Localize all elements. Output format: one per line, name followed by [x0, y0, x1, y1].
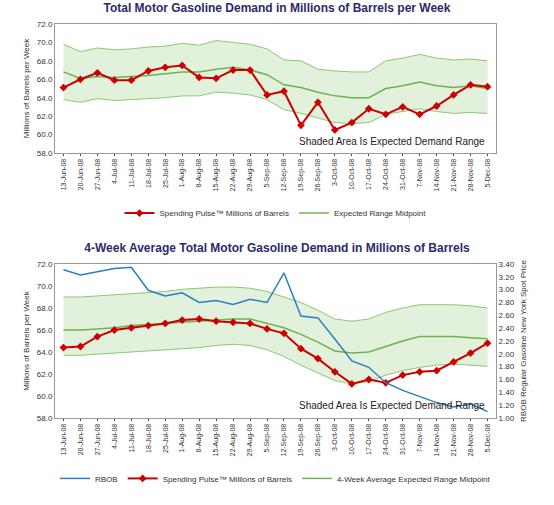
svg-text:5-Sep-08: 5-Sep-08: [263, 159, 271, 188]
svg-text:2.00: 2.00: [499, 350, 515, 359]
svg-text:62.0: 62.0: [37, 370, 53, 379]
svg-text:29-Aug-08: 29-Aug-08: [246, 159, 254, 192]
svg-text:11-Jul-08: 11-Jul-08: [128, 424, 135, 453]
svg-text:20-Jun-08: 20-Jun-08: [77, 424, 84, 456]
svg-text:68.0: 68.0: [37, 304, 53, 313]
svg-text:13-Jun-08: 13-Jun-08: [60, 159, 67, 191]
svg-text:60.0: 60.0: [37, 130, 53, 139]
svg-text:2.40: 2.40: [499, 324, 515, 333]
svg-text:RBOB Regular Gasoline New York: RBOB Regular Gasoline New York Spot Pric…: [519, 260, 528, 422]
svg-text:31-Oct-08: 31-Oct-08: [399, 424, 406, 455]
svg-text:72.0: 72.0: [37, 20, 53, 29]
svg-text:2.20: 2.20: [499, 337, 515, 346]
svg-text:12-Sep-08: 12-Sep-08: [280, 159, 288, 192]
svg-text:70.0: 70.0: [37, 282, 53, 291]
svg-text:72.0: 72.0: [37, 260, 53, 269]
svg-text:27-Jun-08: 27-Jun-08: [94, 424, 101, 456]
svg-text:19-Sep-08: 19-Sep-08: [297, 424, 305, 457]
svg-text:18-Jul-08: 18-Jul-08: [145, 159, 152, 188]
svg-text:12-Sep-08: 12-Sep-08: [280, 424, 288, 457]
svg-text:11-Jul-08: 11-Jul-08: [128, 159, 135, 188]
svg-text:RBOB: RBOB: [95, 475, 118, 484]
svg-text:7-Nov-08: 7-Nov-08: [416, 424, 423, 453]
svg-text:2.60: 2.60: [499, 311, 515, 320]
svg-text:8-Aug-08: 8-Aug-08: [195, 159, 203, 188]
svg-text:60.0: 60.0: [37, 392, 53, 401]
svg-text:62.0: 62.0: [37, 112, 53, 121]
svg-text:15-Aug-08: 15-Aug-08: [212, 424, 220, 457]
svg-text:20-Jun-08: 20-Jun-08: [77, 159, 84, 191]
svg-text:3.40: 3.40: [499, 260, 515, 269]
svg-text:Spending Pulse™ Millions of Ba: Spending Pulse™ Millions of Barrels: [163, 475, 292, 484]
svg-text:25-Jul-08: 25-Jul-08: [162, 424, 169, 453]
svg-text:68.0: 68.0: [37, 57, 53, 66]
svg-text:1.20: 1.20: [499, 401, 515, 410]
svg-text:3-Oct-08: 3-Oct-08: [331, 424, 338, 451]
svg-text:1.00: 1.00: [499, 414, 515, 423]
svg-text:28-Nov-08: 28-Nov-08: [467, 424, 474, 457]
svg-text:29-Aug-08: 29-Aug-08: [246, 424, 254, 457]
svg-text:7-Nov-08: 7-Nov-08: [416, 159, 423, 188]
svg-text:22-Aug-08: 22-Aug-08: [229, 424, 237, 457]
svg-text:66.0: 66.0: [37, 75, 53, 84]
svg-text:58.0: 58.0: [37, 414, 53, 423]
svg-text:1.60: 1.60: [499, 375, 515, 384]
svg-text:26-Sep-08: 26-Sep-08: [314, 424, 322, 457]
svg-text:22-Aug-08: 22-Aug-08: [229, 159, 237, 192]
svg-text:4-Week Average Expected Range: 4-Week Average Expected Range Midpoint: [337, 475, 490, 484]
svg-text:14-Nov-08: 14-Nov-08: [433, 424, 440, 457]
svg-text:2.80: 2.80: [499, 298, 515, 307]
svg-text:64.0: 64.0: [37, 348, 53, 357]
svg-text:58.0: 58.0: [37, 149, 53, 158]
svg-text:24-Oct-08: 24-Oct-08: [382, 159, 389, 190]
svg-text:1.80: 1.80: [499, 362, 515, 371]
svg-text:Expected Range Midpoint: Expected Range Midpoint: [334, 209, 426, 218]
svg-text:Millions of Barrels per Week: Millions of Barrels per Week: [22, 38, 31, 138]
svg-text:21-Nov-08: 21-Nov-08: [450, 424, 457, 457]
svg-text:70.0: 70.0: [37, 38, 53, 47]
svg-text:13-Jun-08: 13-Jun-08: [60, 424, 67, 456]
svg-text:Shaded Area Is Expected Demand: Shaded Area Is Expected Demand Range: [299, 400, 485, 411]
svg-text:17-Oct-08: 17-Oct-08: [365, 159, 372, 190]
svg-text:10-Oct-08: 10-Oct-08: [348, 424, 355, 455]
svg-text:15-Aug-08: 15-Aug-08: [212, 159, 220, 192]
svg-text:5-Sep-08: 5-Sep-08: [263, 424, 271, 453]
svg-text:5-Dec-08: 5-Dec-08: [484, 424, 491, 453]
svg-text:28-Nov-08: 28-Nov-08: [467, 159, 474, 192]
svg-text:25-Jul-08: 25-Jul-08: [162, 159, 169, 188]
svg-text:1-Aug-08: 1-Aug-08: [178, 159, 186, 188]
svg-text:4-Jul-08: 4-Jul-08: [111, 424, 118, 449]
svg-text:Spending Pulse™ Millions of Ba: Spending Pulse™ Millions of Barrels: [160, 209, 289, 218]
svg-text:5-Dec-08: 5-Dec-08: [484, 159, 491, 188]
svg-text:31-Oct-08: 31-Oct-08: [399, 159, 406, 190]
svg-text:27-Jun-08: 27-Jun-08: [94, 159, 101, 191]
svg-text:19-Sep-08: 19-Sep-08: [297, 159, 305, 192]
svg-text:Total Motor Gasoline Demand in: Total Motor Gasoline Demand in Millions …: [104, 1, 451, 15]
svg-text:21-Nov-08: 21-Nov-08: [450, 159, 457, 192]
svg-text:1-Aug-08: 1-Aug-08: [178, 424, 186, 453]
svg-text:10-Oct-08: 10-Oct-08: [348, 159, 355, 190]
svg-text:14-Nov-08: 14-Nov-08: [433, 159, 440, 192]
svg-text:3.20: 3.20: [499, 273, 515, 282]
svg-text:24-Oct-08: 24-Oct-08: [382, 424, 389, 455]
svg-text:18-Jul-08: 18-Jul-08: [145, 424, 152, 453]
svg-text:Millions of Barrels per Week: Millions of Barrels per Week: [22, 290, 31, 390]
svg-text:66.0: 66.0: [37, 326, 53, 335]
svg-text:8-Aug-08: 8-Aug-08: [195, 424, 203, 453]
svg-text:4-Jul-08: 4-Jul-08: [111, 159, 118, 184]
svg-text:17-Oct-08: 17-Oct-08: [365, 424, 372, 455]
svg-text:1.40: 1.40: [499, 388, 515, 397]
svg-text:Shaded Area Is Expected Demand: Shaded Area Is Expected Demand Range: [299, 136, 485, 147]
svg-text:26-Sep-08: 26-Sep-08: [314, 159, 322, 192]
svg-text:4-Week Average Total Motor Gas: 4-Week Average Total Motor Gasoline Dema…: [84, 241, 470, 255]
svg-text:3.00: 3.00: [499, 285, 515, 294]
svg-text:64.0: 64.0: [37, 94, 53, 103]
svg-text:3-Oct-08: 3-Oct-08: [331, 159, 338, 186]
